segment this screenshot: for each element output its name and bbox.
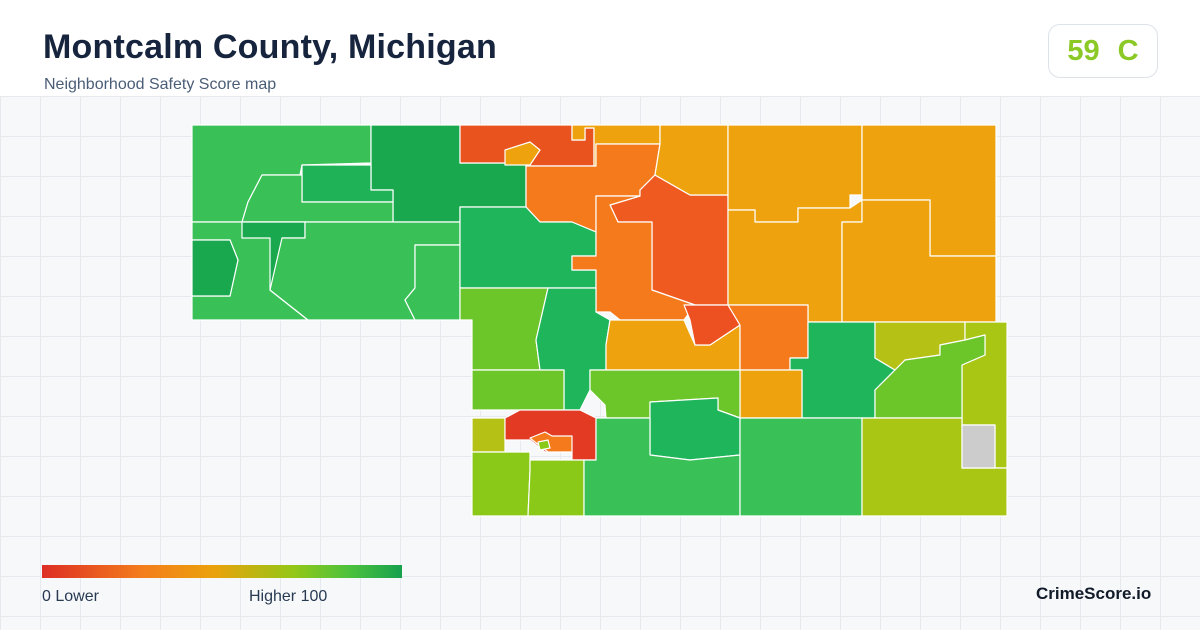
legend-min-label: 0 Lower: [42, 588, 99, 605]
map-region[interactable]: [471, 417, 506, 453]
map-region[interactable]: [459, 287, 549, 371]
header: Montcalm County, Michigan Neighborhood S…: [0, 0, 1200, 97]
map-region[interactable]: [739, 417, 863, 517]
map-region[interactable]: [874, 334, 986, 419]
score-value: 59: [1067, 34, 1100, 67]
legend-max-label: Higher 100: [249, 588, 328, 605]
map-region[interactable]: [241, 174, 394, 223]
score-grade: C: [1117, 34, 1139, 67]
map-region[interactable]: [527, 459, 585, 517]
map-region[interactable]: [537, 439, 551, 451]
map-region[interactable]: [471, 451, 531, 517]
score-badge: 59 C: [1048, 24, 1158, 78]
page-title: Montcalm County, Michigan: [43, 28, 497, 66]
map-regions: [191, 124, 1008, 517]
map-region[interactable]: [861, 417, 1008, 517]
map-region[interactable]: [191, 239, 239, 297]
page-subtitle: Neighborhood Safety Score map: [44, 76, 277, 93]
brand-logo-text[interactable]: CrimeScore.io: [1036, 584, 1152, 603]
map-region[interactable]: [739, 369, 803, 419]
map-region[interactable]: [504, 141, 541, 166]
map-region[interactable]: [471, 369, 565, 411]
map-region[interactable]: [961, 424, 996, 469]
legend-color-bar: [42, 565, 402, 578]
